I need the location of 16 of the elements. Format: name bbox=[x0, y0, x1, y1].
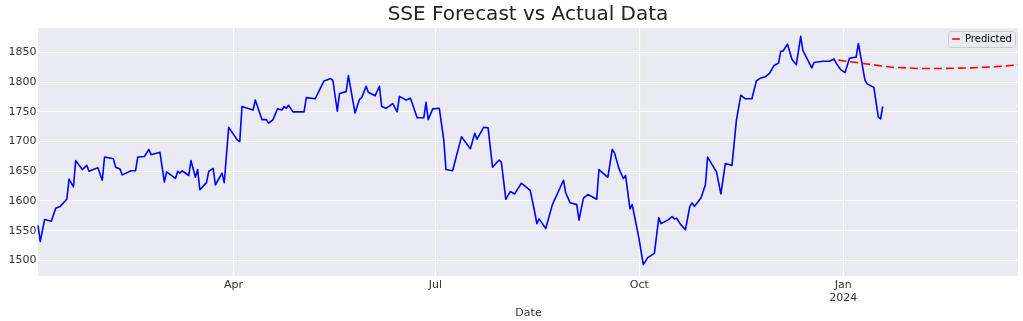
y-tick-label: 1600 bbox=[8, 193, 37, 207]
x-tick-label: Oct bbox=[629, 277, 650, 291]
x-axis-title: Date bbox=[515, 305, 542, 319]
y-tick-label: 1650 bbox=[8, 164, 37, 178]
y-tick-label: 1500 bbox=[8, 253, 37, 267]
y-tick-label: 1750 bbox=[8, 104, 37, 118]
y-tick-label: 1700 bbox=[8, 134, 37, 148]
x-tick-label: Jan 2024 bbox=[829, 277, 858, 304]
y-tick-label: 1550 bbox=[8, 223, 37, 237]
y-tick-label: 1850 bbox=[8, 45, 37, 59]
x-tick-label: Jul bbox=[427, 277, 443, 291]
x-tick-label: Apr bbox=[224, 277, 244, 291]
line-series bbox=[37, 35, 884, 266]
y-tick-label: 1800 bbox=[8, 75, 37, 89]
legend-label: Predicted bbox=[965, 33, 1012, 44]
chart-title: SSE Forecast vs Actual Data bbox=[387, 1, 669, 25]
